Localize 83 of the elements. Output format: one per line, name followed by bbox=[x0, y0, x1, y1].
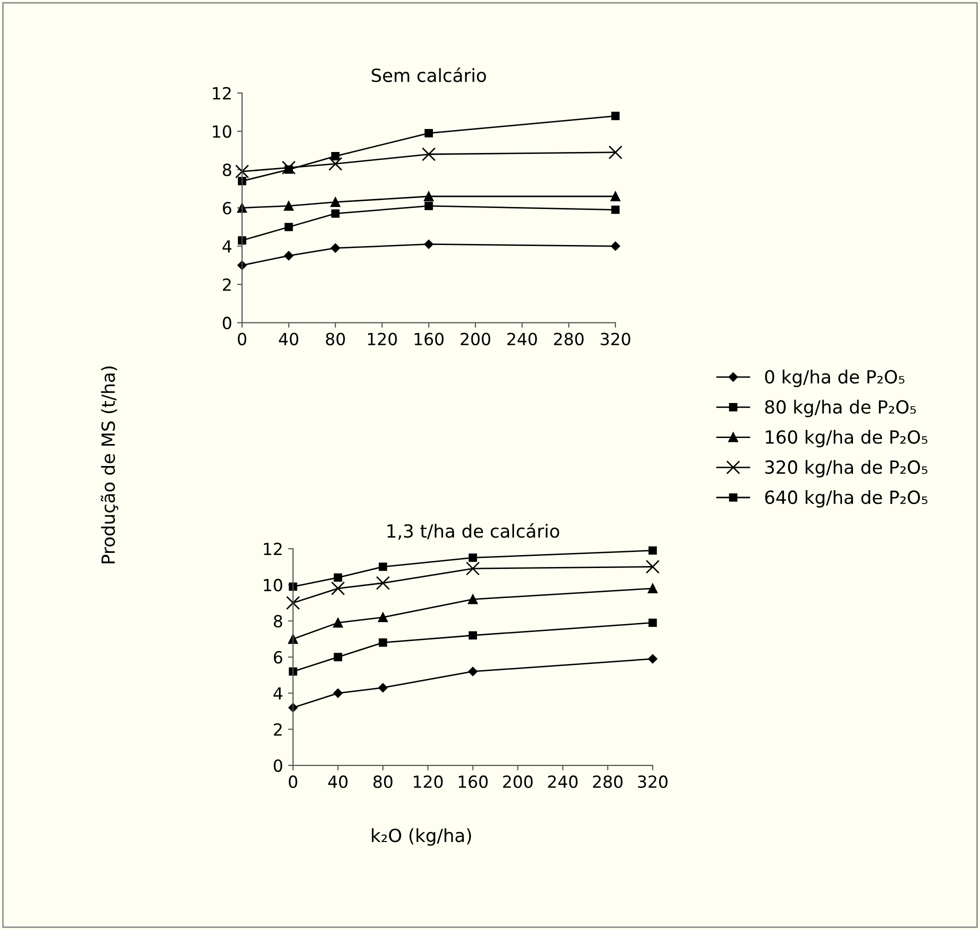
y-tick-label: 4 bbox=[222, 240, 232, 252]
point bbox=[424, 240, 434, 249]
y-tick-label: 2 bbox=[274, 723, 282, 736]
y-tick-label: 10 bbox=[212, 125, 232, 138]
x-axis-title: k₂O (kg/ha) bbox=[372, 828, 471, 846]
x-tick-label: 80 bbox=[373, 775, 392, 788]
point bbox=[331, 209, 340, 218]
x-tick-label: 240 bbox=[507, 332, 537, 346]
y-tick-label: 6 bbox=[222, 202, 232, 214]
point bbox=[611, 206, 620, 214]
point bbox=[424, 129, 433, 138]
x-tick-label: 160 bbox=[458, 775, 488, 788]
x-tick-label: 40 bbox=[278, 332, 298, 346]
y-tick-label: 2 bbox=[222, 278, 231, 291]
point bbox=[330, 197, 340, 207]
x-tick-label: 0 bbox=[238, 332, 246, 346]
y-tick-label: 12 bbox=[264, 542, 282, 556]
x-tick-label: 320 bbox=[600, 332, 630, 346]
point bbox=[466, 562, 480, 576]
point bbox=[284, 165, 293, 174]
point bbox=[424, 192, 434, 202]
point bbox=[611, 112, 620, 120]
point bbox=[282, 160, 296, 175]
x-tick-label: 280 bbox=[593, 775, 623, 788]
point bbox=[235, 164, 250, 178]
point bbox=[424, 202, 433, 210]
x-tick-label: 120 bbox=[368, 332, 397, 346]
point bbox=[648, 618, 657, 627]
point bbox=[648, 546, 657, 555]
x-tick-label: 280 bbox=[554, 332, 584, 346]
point bbox=[648, 584, 658, 594]
legend-label: 0 kg/ha de P₂O₅ bbox=[765, 370, 904, 388]
point bbox=[468, 631, 478, 640]
y-tick-label: 0 bbox=[274, 759, 282, 772]
chart-title: Sem calcário bbox=[372, 67, 486, 82]
x-tick-label: 40 bbox=[328, 775, 348, 788]
x-tick-label: 80 bbox=[326, 332, 345, 346]
point bbox=[328, 156, 342, 171]
y-axis-title: Produção de MS (t/ha) bbox=[100, 366, 118, 564]
point bbox=[646, 560, 660, 574]
point bbox=[468, 594, 478, 604]
point bbox=[610, 192, 620, 202]
y-tick-label: 10 bbox=[264, 578, 282, 592]
legend-label: 640 kg/ha de P₂O₅ bbox=[765, 490, 928, 508]
point bbox=[333, 688, 343, 698]
point bbox=[648, 654, 658, 664]
y-tick-label: 8 bbox=[222, 164, 232, 176]
y-tick-label: 6 bbox=[274, 651, 282, 664]
point bbox=[284, 251, 294, 260]
point bbox=[610, 242, 620, 251]
legend-label: 80 kg/ha de P₂O₅ bbox=[765, 400, 916, 418]
point bbox=[468, 666, 478, 676]
x-tick-label: 240 bbox=[548, 775, 578, 788]
chart-title: 1,3 t/ha de calcário bbox=[388, 523, 560, 540]
point bbox=[331, 581, 345, 596]
point bbox=[330, 243, 340, 253]
y-tick-label: 4 bbox=[274, 687, 282, 700]
y-tick-label: 12 bbox=[212, 86, 231, 100]
point bbox=[284, 222, 293, 232]
x-tick-label: 320 bbox=[638, 775, 668, 788]
y-tick-label: 8 bbox=[274, 614, 282, 628]
x-tick-label: 0 bbox=[288, 775, 298, 788]
point bbox=[334, 573, 342, 582]
point bbox=[468, 554, 478, 562]
point bbox=[378, 562, 388, 571]
point bbox=[378, 683, 388, 692]
point bbox=[376, 576, 390, 590]
point bbox=[284, 201, 294, 211]
legend-label: 320 kg/ha de P₂O₅ bbox=[765, 460, 928, 478]
point bbox=[286, 596, 300, 610]
point bbox=[422, 147, 436, 162]
y-tick-label: 0 bbox=[222, 316, 232, 330]
point bbox=[608, 145, 622, 160]
x-tick-label: 120 bbox=[414, 775, 443, 788]
point bbox=[378, 612, 388, 622]
point bbox=[378, 638, 388, 647]
x-tick-label: 160 bbox=[414, 332, 444, 346]
point bbox=[334, 652, 342, 662]
x-tick-label: 200 bbox=[503, 775, 533, 788]
x-tick-label: 200 bbox=[460, 332, 490, 346]
legend-label: 160 kg/ha de P₂O₅ bbox=[766, 430, 928, 448]
point bbox=[333, 618, 343, 628]
point bbox=[331, 152, 340, 160]
